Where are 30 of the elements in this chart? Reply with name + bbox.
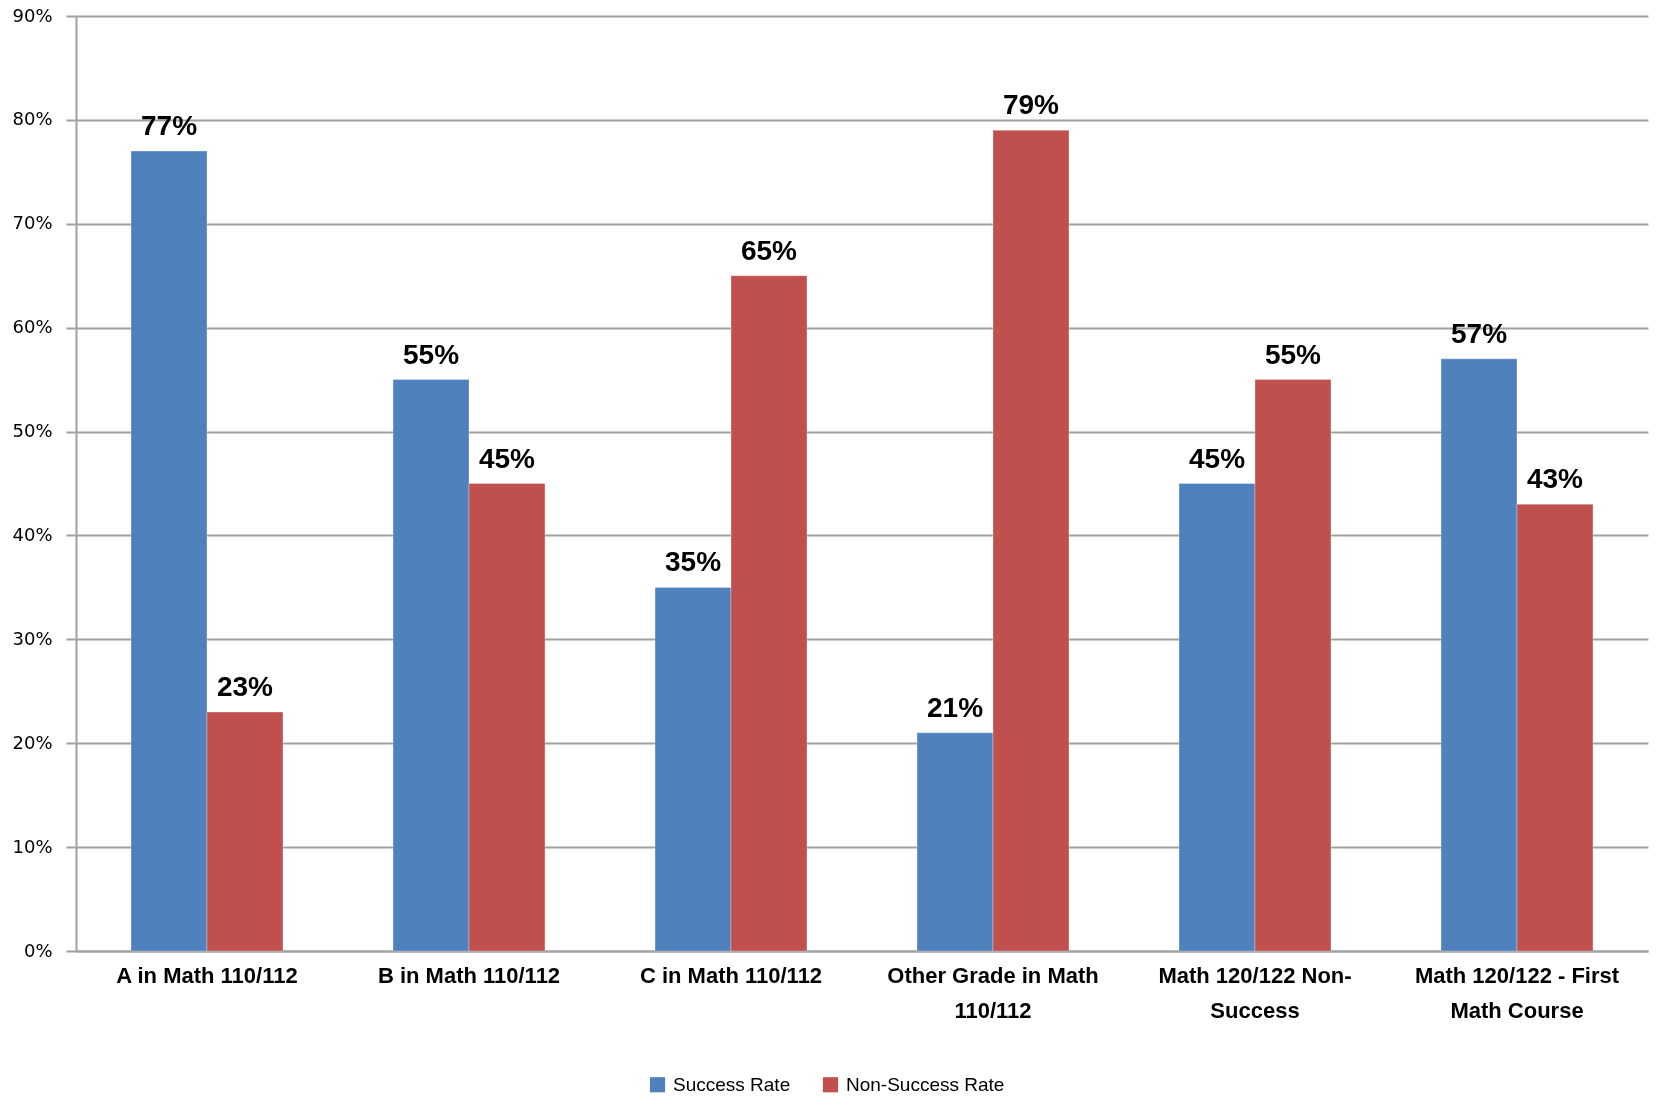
- x-tick-label: Other Grade in Math 110/112: [887, 962, 1099, 1023]
- data-label: 65%: [740, 234, 798, 266]
- y-tick-label: 20%: [12, 731, 53, 753]
- y-tick-label: 80%: [12, 108, 53, 130]
- data-label: 77%: [140, 110, 198, 142]
- y-tick-label: 0%: [23, 939, 53, 961]
- legend-label: Non-Success Rate: [846, 1073, 1005, 1095]
- data-label: 45%: [1188, 442, 1246, 474]
- y-tick-label: 10%: [12, 835, 53, 857]
- x-tick-label: C in Math 110/112: [639, 962, 823, 988]
- data-label: 43%: [1526, 463, 1584, 495]
- y-tick-label: 70%: [12, 212, 53, 234]
- y-tick-label: 50%: [12, 420, 53, 442]
- data-label: 79%: [1002, 89, 1060, 121]
- x-tick-label: B in Math 110/112: [377, 962, 561, 988]
- y-tick-label: 40%: [12, 523, 53, 545]
- legend-label: Success Rate: [673, 1073, 791, 1095]
- data-label: 23%: [216, 671, 274, 703]
- y-tick-label: 90%: [12, 4, 53, 26]
- data-label: 55%: [1264, 338, 1322, 370]
- data-label: 45%: [478, 442, 536, 474]
- x-tick-label: Math 120/122 Non-Success: [1158, 962, 1352, 1023]
- data-label: 57%: [1450, 317, 1508, 349]
- data-label: 21%: [926, 691, 984, 723]
- x-tick-label: Math 120/122 - First Math Course: [1414, 962, 1620, 1023]
- x-tick-label: A in Math 110/112: [116, 962, 298, 988]
- data-label: 55%: [402, 338, 460, 370]
- data-label: 35%: [664, 546, 722, 578]
- y-tick-label: 60%: [12, 316, 53, 338]
- y-tick-label: 30%: [12, 627, 53, 649]
